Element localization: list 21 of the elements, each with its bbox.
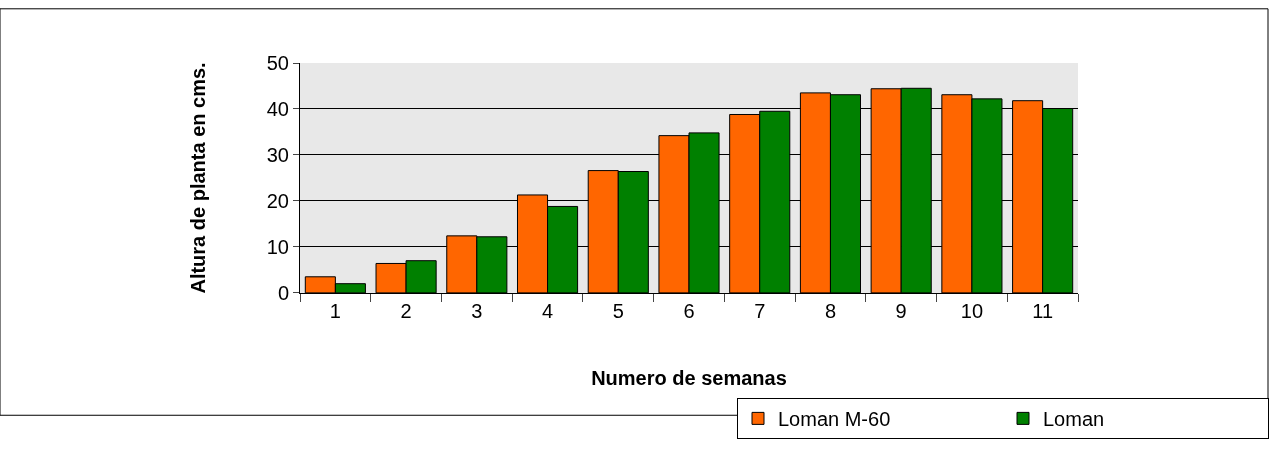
legend-label: Loman (1043, 408, 1105, 431)
x-tick-label: 1 (329, 299, 341, 322)
x-tick-label: 2 (400, 299, 412, 322)
y-tick-label: 30 (266, 143, 289, 166)
x-tick-label: 5 (612, 299, 624, 322)
x-tick-label: 4 (541, 299, 554, 322)
x-tick-label: 10 (960, 299, 984, 322)
x-tick-label: 11 (1032, 299, 1054, 322)
x-tick-label: 8 (824, 299, 837, 322)
y-tick-label: 10 (266, 235, 289, 258)
y-tick-label: 50 (266, 52, 289, 74)
y-tick-label: 40 (266, 97, 289, 120)
x-tick-label: 9 (895, 299, 907, 322)
y-tick-label: 20 (266, 189, 289, 212)
x-tick-label: 6 (683, 299, 695, 322)
y-axis-title: Altura de planta en cms. (187, 62, 210, 294)
x-tick-label: 3 (471, 299, 483, 322)
y-tick-label: 0 (277, 281, 289, 304)
x-tick-label: 7 (754, 299, 766, 322)
x-axis-title: Numero de semanas (591, 367, 787, 390)
legend-label: Loman M-60 (778, 408, 891, 431)
